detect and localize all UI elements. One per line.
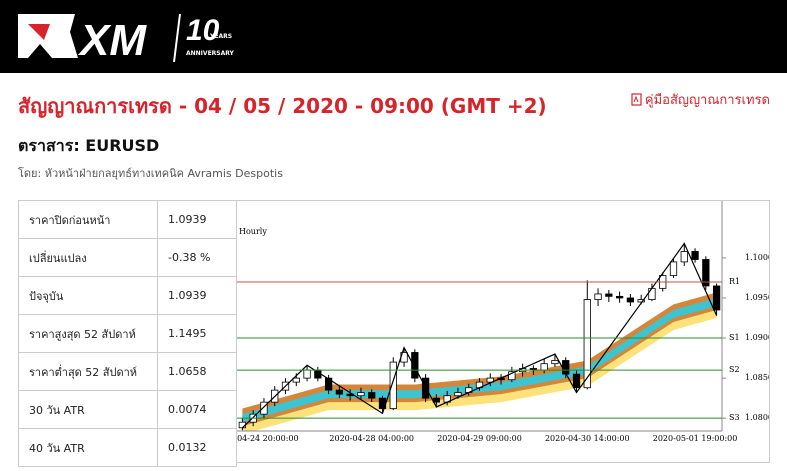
y-tick-label: 1.1000 [745, 253, 770, 262]
cell-value: 1.0939 [157, 200, 237, 239]
badge-number: 10 [186, 14, 220, 47]
table-row: ราคาต่ำสุด 52 สัปดาห์ 1.0658 [18, 352, 237, 391]
stats-table: ราคาปิดก่อนหน้า 1.0939 เปลี่ยนแปลง -0.38 % ป… [18, 200, 237, 467]
candle-body [702, 259, 710, 287]
logo[interactable]: XM 10 YEARS ANNIVERSARY [0, 0, 260, 73]
candle-body [680, 251, 688, 263]
table-row: 30 วัน ATR 0.0074 [18, 390, 237, 429]
cell-value: -0.38 % [157, 238, 237, 277]
candle-body [508, 371, 516, 381]
x-tick-label: 2020-04-30 14:00:00 [545, 434, 630, 443]
cell-label: ปัจจุบัน [18, 276, 158, 315]
candle-body [637, 299, 645, 303]
instrument: ตราสาร: EURUSD [18, 136, 160, 155]
logo-text: XM [77, 16, 147, 65]
candle-body [454, 392, 462, 397]
candle-body [551, 360, 559, 365]
candle-body [648, 287, 656, 300]
candle-body [335, 389, 344, 395]
table-row: ราคาปิดก่อนหน้า 1.0939 [18, 200, 237, 239]
candle-body [712, 285, 721, 311]
cell-value: 1.1495 [157, 314, 237, 353]
level-label: S2 [729, 365, 740, 374]
candle-body [562, 360, 570, 375]
cell-label: 30 วัน ATR [18, 390, 158, 429]
cell-label: ราคาต่ำสุด 52 สัปดาห์ [18, 352, 158, 391]
author: โดย: หัวหน้าฝ่ายกลยุทธ์ทางเทคนิค Avramis… [18, 167, 283, 180]
cell-label: ราคาสูงสุด 52 สัปดาห์ [18, 314, 158, 353]
candle-body [572, 373, 581, 389]
candle-body [594, 293, 602, 300]
cell-value: 1.0658 [157, 352, 237, 391]
level-label: S3 [729, 413, 740, 422]
candle-body [324, 377, 333, 391]
cell-value: 1.0939 [157, 276, 237, 315]
candle-body [432, 397, 441, 403]
cell-label: เปลี่ยนแปลง [18, 238, 158, 277]
level-label: R1 [729, 277, 740, 286]
table-row: ปัจจุบัน 1.0939 [18, 276, 237, 315]
candle-body [486, 377, 494, 383]
candle-body [583, 299, 591, 389]
cell-label: 40 วัน ATR [18, 428, 158, 467]
guide-link-text[interactable]: คู่มือสัญญาณการเทรด [644, 93, 770, 108]
band [242, 292, 717, 427]
candle-body [292, 377, 300, 383]
badge-bottom: ANNIVERSARY [186, 50, 235, 57]
table-row: เปลี่ยนแปลง -0.38 % [18, 238, 237, 277]
candle-body [389, 361, 397, 409]
candle-body [615, 295, 624, 299]
x-tick-label: 2020-04-29 09:00:00 [437, 434, 522, 443]
candle-body [605, 293, 613, 297]
candle-body [303, 369, 311, 379]
logo-icon-accent [28, 24, 50, 40]
candle-body [626, 297, 635, 303]
page-title: สัญญาณการเทรด - 04 / 05 / 2020 - 09:00 (… [18, 94, 547, 118]
table-row: 40 วัน ATR 0.0132 [18, 428, 237, 467]
y-tick-label: 1.0950 [745, 293, 770, 302]
cell-label: ราคาปิดก่อนหน้า [18, 200, 158, 239]
x-tick-label: 0-04-24 20:00:00 [237, 434, 299, 443]
level-label: S1 [729, 333, 740, 342]
logo-icon [18, 14, 78, 58]
candle-body [411, 352, 419, 379]
header: XM 10 YEARS ANNIVERSARY [0, 0, 787, 73]
candle-body [357, 392, 365, 397]
chart-subtitle: Hourly [239, 227, 267, 236]
zigzag-line [241, 242, 718, 429]
cell-value: 0.0074 [157, 390, 237, 429]
x-tick-label: 2020-05-01 19:00:00 [653, 434, 738, 443]
x-tick-label: 2020-04-28 04:00:00 [329, 434, 414, 443]
y-tick-label: 1.0900 [745, 333, 770, 342]
candle-body [540, 363, 548, 371]
guide-link[interactable]: คู่มือสัญญาณการเทรด [631, 89, 770, 110]
table-row: ราคาสูงสุด 52 สัปดาห์ 1.1495 [18, 314, 237, 353]
pdf-icon [631, 93, 642, 106]
candle-body [260, 401, 268, 415]
candle-body [368, 392, 376, 399]
y-tick-label: 1.0850 [745, 373, 770, 382]
cell-value: 0.0132 [157, 428, 237, 467]
badge-top: YEARS [209, 33, 232, 40]
candle-body [669, 261, 678, 276]
candle-body [691, 251, 699, 260]
logo-divider [173, 13, 181, 63]
